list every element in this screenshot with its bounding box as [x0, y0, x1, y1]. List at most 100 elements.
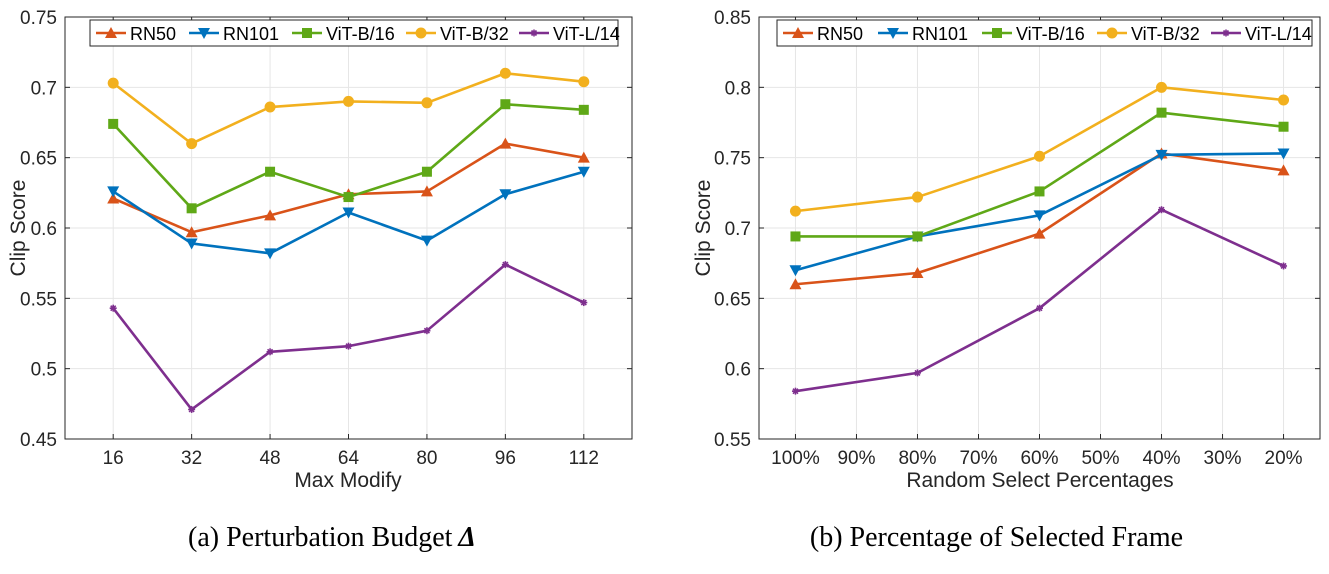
chart-a: 16 32 48 64 80 96 112 0.45 0.5 0.55 0.6 0.65 0.7 0.75…: [7, 8, 633, 492]
legend-label: RN50: [130, 24, 176, 44]
data-point: [421, 166, 432, 177]
y-tick-label: 0.7: [31, 78, 57, 99]
data-point: [185, 238, 198, 250]
y-tick-label: 0.5: [31, 360, 57, 381]
chart-b: 100% 90% 80% 70% 60% 50% 40% 30% 20%0.550.60.650…: [692, 8, 1321, 492]
y-tick-label: 0.55: [20, 289, 57, 310]
legend-item: ViT-L/14: [519, 24, 620, 44]
x-tick-label: 32: [181, 448, 202, 469]
data-point: [185, 226, 198, 238]
figure: 16 32 48 64 80 96 1120.450.50.550.60.650.70.75…: [7, 8, 1321, 492]
data-point: [500, 99, 511, 110]
caption-a-text: (a) Perturbation Budget: [188, 522, 453, 553]
data-point: [578, 104, 589, 115]
legend-label: RN50: [817, 24, 863, 44]
data-point: [1156, 107, 1167, 118]
legend: RN50 RN101 ViT-B/16 ViT-B/32 ViT-L/14: [89, 19, 620, 47]
x-tick-label: 20%: [1265, 448, 1303, 469]
series-rn101: [107, 166, 590, 260]
x-tick-label: 40%: [1143, 448, 1181, 469]
y-tick-label: 0.65: [20, 149, 57, 170]
data-point: [420, 185, 433, 197]
data-point: [1034, 150, 1045, 162]
data-point: [911, 191, 923, 203]
x-tick-label: 70%: [959, 448, 997, 469]
series-vit-b-32: [107, 67, 590, 150]
data-point: [1155, 149, 1168, 161]
y-axis-label: Clip Score: [7, 180, 30, 277]
data-point: [107, 192, 120, 204]
x-tick-label: 50%: [1081, 448, 1119, 469]
grid: [65, 16, 632, 440]
data-point: [791, 387, 799, 395]
y-tick-label: 0.75: [20, 8, 57, 29]
x-tick-label: 80%: [898, 448, 936, 469]
data-point: [913, 369, 921, 377]
x-tick-label: 112: [569, 448, 599, 469]
caption-a-symbol: Δ: [458, 522, 476, 553]
y-tick-label: 0.65: [714, 289, 751, 310]
legend-label: ViT-B/16: [1016, 24, 1085, 44]
data-point: [1278, 94, 1290, 106]
y-axis-label: Clip Score: [692, 180, 715, 277]
data-point: [1033, 227, 1046, 239]
data-point: [423, 327, 431, 335]
y-tick-label: 0.6: [725, 360, 751, 381]
data-point: [1033, 210, 1046, 222]
data-point: [420, 235, 433, 247]
data-point: [109, 304, 117, 312]
y-tick-label: 0.75: [714, 149, 751, 170]
legend-label: RN101: [223, 24, 279, 44]
series-vit-l-14: [109, 261, 588, 413]
legend-marker: [792, 27, 804, 38]
x-tick-label: 48: [259, 448, 280, 469]
data-point: [342, 207, 355, 219]
x-tick-label: 64: [338, 448, 360, 469]
data-point: [264, 101, 276, 113]
data-point: [188, 405, 196, 413]
y-tick-label: 0.6: [31, 219, 57, 240]
legend-label: ViT-B/16: [326, 24, 395, 44]
y-tick-label: 0.7: [725, 219, 751, 240]
legend-marker: [1222, 29, 1230, 37]
caption-b: (b) Percentage of Selected Frame: [664, 522, 1329, 554]
data-point: [264, 248, 277, 260]
series-vit-b-16: [790, 107, 1289, 242]
legend-label: ViT-L/14: [1245, 24, 1312, 44]
y-tick-label: 0.55: [714, 430, 751, 451]
x-tick-label: 100%: [771, 448, 820, 469]
data-point: [499, 137, 512, 149]
y-ticks: 0.45 0.5 0.55 0.6 0.65 0.7 0.75: [20, 8, 632, 451]
legend-marker: [992, 28, 1002, 38]
legend-item: RN50: [783, 24, 863, 44]
data-point: [789, 265, 802, 277]
legend-item: ViT-L/14: [1211, 24, 1312, 44]
legend-item: ViT-B/16: [982, 24, 1085, 44]
legend-label: RN101: [912, 24, 968, 44]
data-point: [265, 166, 276, 177]
legend-marker: [887, 28, 899, 39]
legend-marker: [1106, 27, 1118, 39]
data-point: [789, 205, 801, 217]
data-point: [108, 118, 119, 129]
legend-marker: [302, 28, 312, 38]
legend-marker: [105, 27, 117, 38]
data-point: [501, 261, 509, 269]
data-point: [1158, 206, 1166, 214]
data-point: [186, 203, 197, 214]
x-ticks: 16 32 48 64 80 96 112: [103, 17, 599, 469]
data-point: [580, 299, 588, 307]
data-point: [577, 166, 590, 178]
data-point: [1156, 81, 1168, 93]
legend-marker: [198, 28, 210, 39]
data-point: [790, 231, 801, 242]
legend-item: RN50: [96, 24, 176, 44]
data-point: [264, 209, 277, 221]
data-point: [345, 342, 352, 350]
x-tick-label: 90%: [837, 448, 875, 469]
x-tick-label: 30%: [1204, 448, 1242, 469]
y-tick-label: 0.85: [714, 8, 751, 29]
data-point: [1034, 186, 1045, 197]
data-point: [499, 67, 511, 79]
x-tick-label: 96: [495, 448, 516, 469]
